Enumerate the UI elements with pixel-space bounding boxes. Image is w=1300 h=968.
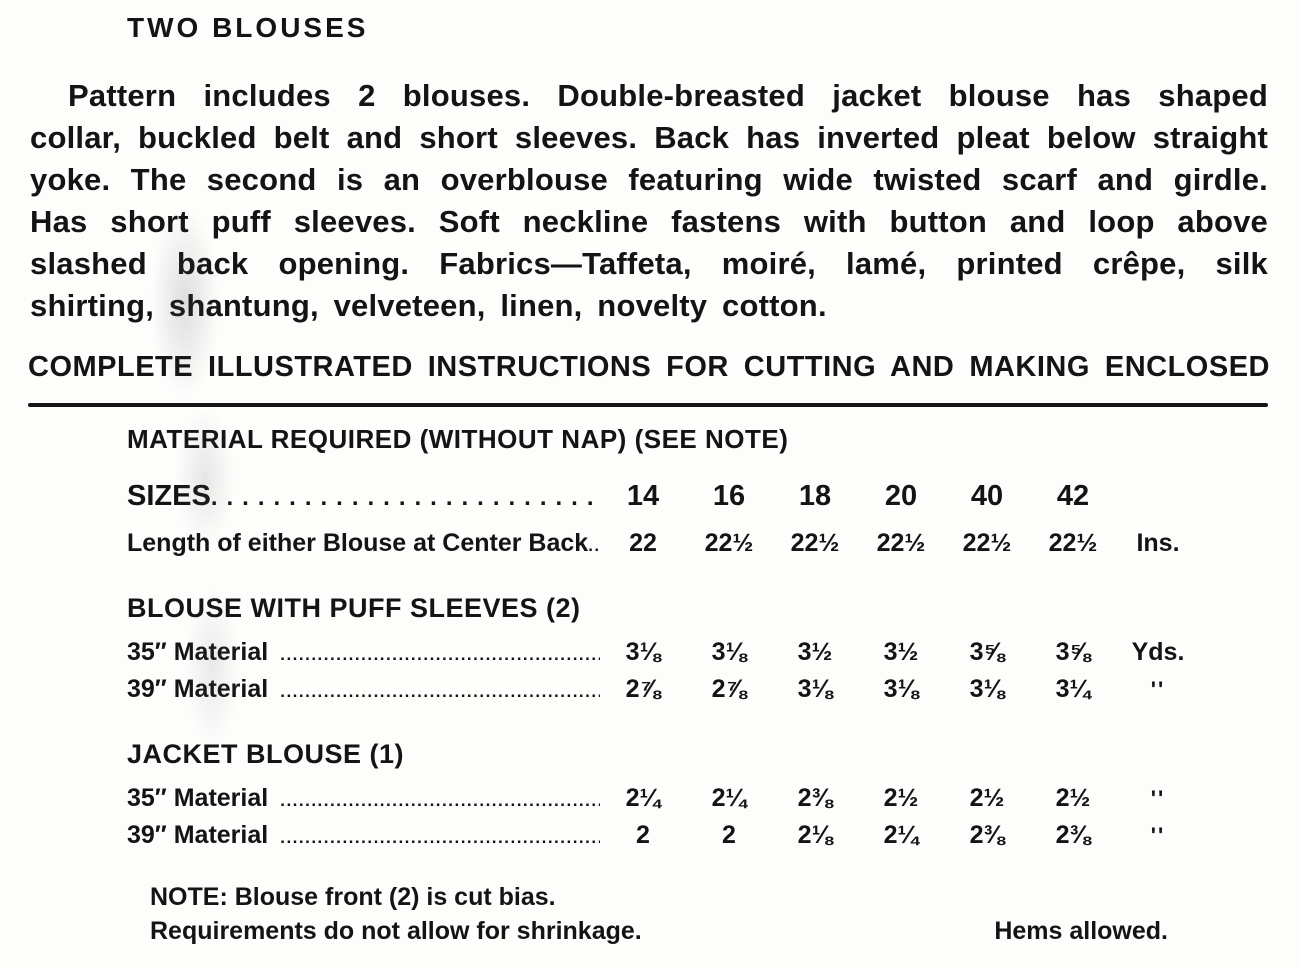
dot-leader bbox=[588, 527, 600, 562]
table-cell: 3⅝ bbox=[969, 638, 1005, 666]
table-row-39-material: 39″ Material 2 2 2⅛ 2¼ 2⅜ 2⅜ '' bbox=[127, 819, 1280, 854]
table-cell: 3⅛ bbox=[883, 675, 919, 703]
row-label-cell: Length of either Blouse at Center Back bbox=[127, 527, 600, 562]
table-cell: 3⅛ bbox=[969, 675, 1005, 703]
size-column-header: 18 bbox=[798, 480, 832, 512]
table-cell: 2½ bbox=[969, 784, 1005, 812]
section-heading-jacket-blouse: JACKET BLOUSE (1) bbox=[127, 739, 405, 769]
table-cell: 22 bbox=[629, 529, 657, 557]
pattern-description: Pattern includes 2 blouses. Double-breas… bbox=[30, 78, 1268, 323]
table-row-length: Length of either Blouse at Center Back 2… bbox=[127, 527, 1280, 562]
table-cell: 2⅞ bbox=[625, 675, 661, 703]
table-cell: 2⅜ bbox=[969, 821, 1005, 849]
material-table-heading: MATERIAL REQUIRED (WITHOUT NAP) (SEE NOT… bbox=[127, 424, 789, 454]
ditto-mark: '' bbox=[1150, 786, 1166, 811]
table-cell: 2½ bbox=[883, 784, 919, 812]
dot-leader bbox=[280, 673, 600, 708]
table-cell: 22½ bbox=[790, 529, 840, 557]
table-cell: 2½ bbox=[1055, 784, 1091, 812]
table-cell: 2⅜ bbox=[1055, 821, 1091, 849]
row-label: SIZES bbox=[127, 480, 211, 512]
row-label: 39″ Material bbox=[127, 675, 269, 703]
table-row-35-material: 35″ Material 2¼ 2¼ 2⅜ 2½ 2½ 2½ '' bbox=[127, 782, 1280, 817]
section-heading-puff-sleeves: BLOUSE WITH PUFF SLEEVES (2) bbox=[127, 593, 581, 623]
row-label-cell: 39″ Material bbox=[127, 673, 600, 708]
table-row-35-material: 35″ Material 3⅛ 3⅛ 3½ 3½ 3⅝ 3⅝ Yds. bbox=[127, 636, 1280, 671]
note-hems-allowed: Hems allowed. bbox=[994, 917, 1168, 945]
table-cell: 3½ bbox=[797, 638, 833, 666]
row-label: 35″ Material bbox=[127, 784, 269, 812]
row-label: 39″ Material bbox=[127, 821, 269, 849]
table-cell: 3⅛ bbox=[711, 638, 747, 666]
note-shrinkage: Requirements do not allow for shrinkage. bbox=[150, 917, 642, 945]
table-cell: 2 bbox=[722, 821, 736, 849]
size-column-header: 14 bbox=[626, 480, 660, 512]
table-cell: 2¼ bbox=[883, 821, 919, 849]
size-column-header: 42 bbox=[1056, 480, 1090, 512]
notes-block: NOTE: Blouse front (2) is cut bias. Requ… bbox=[150, 880, 1168, 948]
table-cell: 22½ bbox=[962, 529, 1012, 557]
table-cell: 2⅛ bbox=[797, 821, 833, 849]
dot-leader bbox=[280, 636, 600, 671]
row-label-cell: 39″ Material bbox=[127, 819, 600, 854]
dot-leader bbox=[211, 479, 600, 515]
row-label-cell: 35″ Material bbox=[127, 782, 600, 817]
table-cell: 2⅜ bbox=[797, 784, 833, 812]
dot-leader bbox=[280, 819, 600, 854]
ditto-mark: '' bbox=[1150, 823, 1166, 848]
table-cell: 22½ bbox=[876, 529, 926, 557]
ditto-mark: '' bbox=[1150, 677, 1166, 702]
table-cell: 2 bbox=[636, 821, 650, 849]
table-cell: 22½ bbox=[1048, 529, 1098, 557]
horizontal-rule bbox=[28, 403, 1268, 407]
table-cell: 3⅛ bbox=[797, 675, 833, 703]
table-cell: 2⅞ bbox=[711, 675, 747, 703]
dot-leader bbox=[280, 782, 600, 817]
table-cell: 3⅛ bbox=[625, 638, 661, 666]
unit-cell: Ins. bbox=[1136, 529, 1180, 557]
table-cell: 3⅝ bbox=[1055, 638, 1091, 666]
note-cut-bias: NOTE: Blouse front (2) is cut bias. bbox=[150, 883, 556, 911]
table-cell: 2¼ bbox=[711, 784, 747, 812]
size-column-header: 16 bbox=[712, 480, 746, 512]
table-cell: 3¼ bbox=[1055, 675, 1091, 703]
pattern-instruction-page: TWO BLOUSES Pattern includes 2 blouses. … bbox=[0, 8, 1300, 968]
table-row-sizes: SIZES 14 16 18 20 40 42 bbox=[127, 479, 1280, 515]
row-label-cell: SIZES bbox=[127, 479, 600, 515]
instructions-banner: COMPLETE ILLUSTRATED INSTRUCTIONS FOR CU… bbox=[28, 351, 1270, 383]
note-line-2: Requirements do not allow for shrinkage.… bbox=[150, 914, 1168, 948]
size-column-header: 40 bbox=[970, 480, 1004, 512]
row-label-cell: 35″ Material bbox=[127, 636, 600, 671]
table-cell: 22½ bbox=[704, 529, 754, 557]
table-cell: 3½ bbox=[883, 638, 919, 666]
row-label: 35″ Material bbox=[127, 638, 269, 666]
size-column-header: 20 bbox=[884, 480, 918, 512]
table-row-39-material: 39″ Material 2⅞ 2⅞ 3⅛ 3⅛ 3⅛ 3¼ '' bbox=[127, 673, 1280, 708]
page-title: TWO BLOUSES bbox=[127, 12, 369, 43]
table-cell: 2¼ bbox=[625, 784, 661, 812]
row-label: Length of either Blouse at Center Back bbox=[127, 529, 589, 557]
unit-cell: Yds. bbox=[1131, 638, 1185, 666]
